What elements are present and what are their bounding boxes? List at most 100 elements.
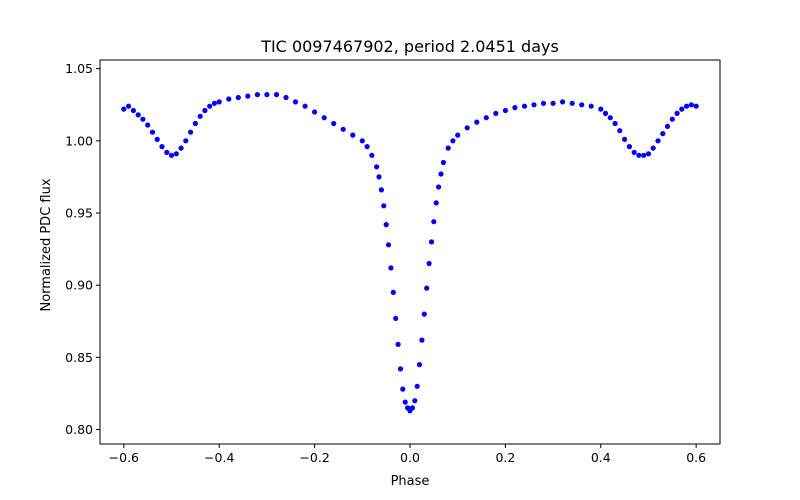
data-point [395,341,401,347]
data-point [402,399,408,405]
y-tick-label: 1.00 [65,133,93,148]
data-point [684,103,690,109]
data-point [130,107,136,114]
data-point [431,219,437,225]
data-point [483,115,489,121]
x-axis-label: Phase [391,474,430,489]
x-tick-label: 0.0 [400,450,420,465]
data-point [321,115,327,121]
plot-area [99,59,721,445]
data-point [409,405,415,411]
data-point [207,103,213,109]
data-point [688,102,695,108]
y-axis-ticks: 0.80 0.85 0.90 0.95 1.00 1.05 [65,61,100,437]
data-point [149,129,156,135]
data-point [397,366,404,372]
x-tick-label: 0.2 [495,450,515,465]
data-point [607,115,613,121]
data-point [550,100,556,106]
data-point [359,138,365,144]
data-point [173,151,179,157]
data-point [655,138,661,144]
data-point [641,152,647,158]
data-point [493,110,499,116]
data-point [264,92,270,98]
data-point [540,100,547,106]
data-point [426,260,432,267]
data-point [428,239,435,245]
data-point [273,92,280,98]
data-point [588,103,594,109]
data-point [474,119,480,125]
data-point [145,122,151,128]
y-tick-label: 0.80 [65,422,93,437]
data-point [636,152,642,158]
data-point [292,99,299,105]
y-tick-label: 0.90 [65,278,93,293]
x-tick-label: −0.6 [109,450,139,465]
data-point [364,144,370,150]
data-point [521,103,528,109]
data-point [383,222,389,228]
data-point [302,103,308,109]
data-point [202,107,208,114]
data-point [421,311,427,317]
data-point [390,289,396,295]
x-tick-label: 0.6 [686,450,706,465]
data-point [455,132,461,138]
data-point [393,315,399,321]
data-point [135,112,141,118]
data-point [211,100,218,106]
data-point [512,105,518,111]
data-point [412,398,418,404]
y-tick-label: 1.05 [65,61,93,76]
data-point [612,120,618,127]
y-axis-label: Normalized PDC flux [39,178,54,311]
data-point [350,132,356,138]
data-point [416,362,423,368]
data-point [436,184,442,190]
data-point [216,99,222,105]
data-point [374,164,380,170]
data-point [235,94,241,101]
data-point [385,242,392,248]
data-point [178,145,184,151]
data-point [381,203,387,209]
y-tick-label: 0.95 [65,206,93,221]
data-point [450,138,456,144]
data-point [283,94,289,101]
data-point [617,128,623,134]
data-point [331,120,337,127]
x-axis-ticks: −0.6 −0.4 −0.2 0.0 0.2 0.4 0.6 [109,444,706,465]
data-point [376,174,382,180]
data-points [121,92,699,414]
data-point [438,171,444,177]
data-point [674,110,680,116]
data-point [502,107,508,114]
data-point [126,103,132,109]
data-point [433,200,439,206]
data-point [669,116,675,122]
data-point [419,337,425,343]
data-point [579,102,585,108]
data-point [602,110,609,116]
data-point [183,138,189,144]
plot-frame [99,59,721,445]
data-point [660,131,666,137]
data-point [245,93,251,99]
data-point [140,116,146,122]
data-point [254,92,260,98]
data-point [622,136,628,142]
x-tick-label: −0.2 [299,450,329,465]
data-point [159,144,165,150]
data-point [631,149,637,155]
data-point [626,144,633,150]
data-point [424,285,430,291]
x-tick-label: 0.4 [591,450,611,465]
data-point [226,96,232,102]
data-point [154,136,160,142]
data-point [414,383,420,389]
data-point [192,120,198,127]
data-point [400,386,406,392]
